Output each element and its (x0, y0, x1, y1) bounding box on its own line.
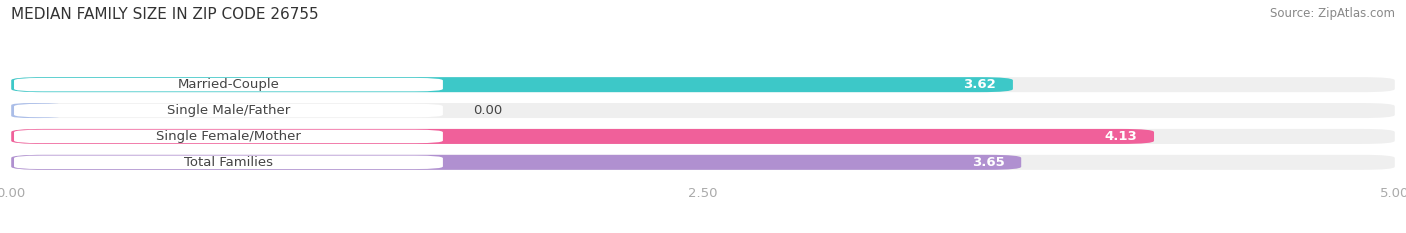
FancyBboxPatch shape (14, 78, 443, 91)
Text: Source: ZipAtlas.com: Source: ZipAtlas.com (1270, 7, 1395, 20)
Text: 3.65: 3.65 (972, 156, 1005, 169)
Text: 4.13: 4.13 (1105, 130, 1137, 143)
Text: Total Families: Total Families (184, 156, 273, 169)
Text: Single Male/Father: Single Male/Father (167, 104, 290, 117)
FancyBboxPatch shape (11, 129, 1395, 144)
FancyBboxPatch shape (11, 129, 1154, 144)
FancyBboxPatch shape (11, 103, 60, 118)
FancyBboxPatch shape (14, 156, 443, 169)
FancyBboxPatch shape (11, 77, 1395, 92)
FancyBboxPatch shape (11, 155, 1395, 170)
Text: 3.62: 3.62 (963, 78, 997, 91)
Text: Single Female/Mother: Single Female/Mother (156, 130, 301, 143)
FancyBboxPatch shape (14, 130, 443, 143)
Text: 0.00: 0.00 (474, 104, 502, 117)
Text: MEDIAN FAMILY SIZE IN ZIP CODE 26755: MEDIAN FAMILY SIZE IN ZIP CODE 26755 (11, 7, 319, 22)
FancyBboxPatch shape (11, 77, 1012, 92)
FancyBboxPatch shape (11, 155, 1021, 170)
Text: Married-Couple: Married-Couple (177, 78, 280, 91)
FancyBboxPatch shape (14, 104, 443, 117)
FancyBboxPatch shape (11, 103, 1395, 118)
